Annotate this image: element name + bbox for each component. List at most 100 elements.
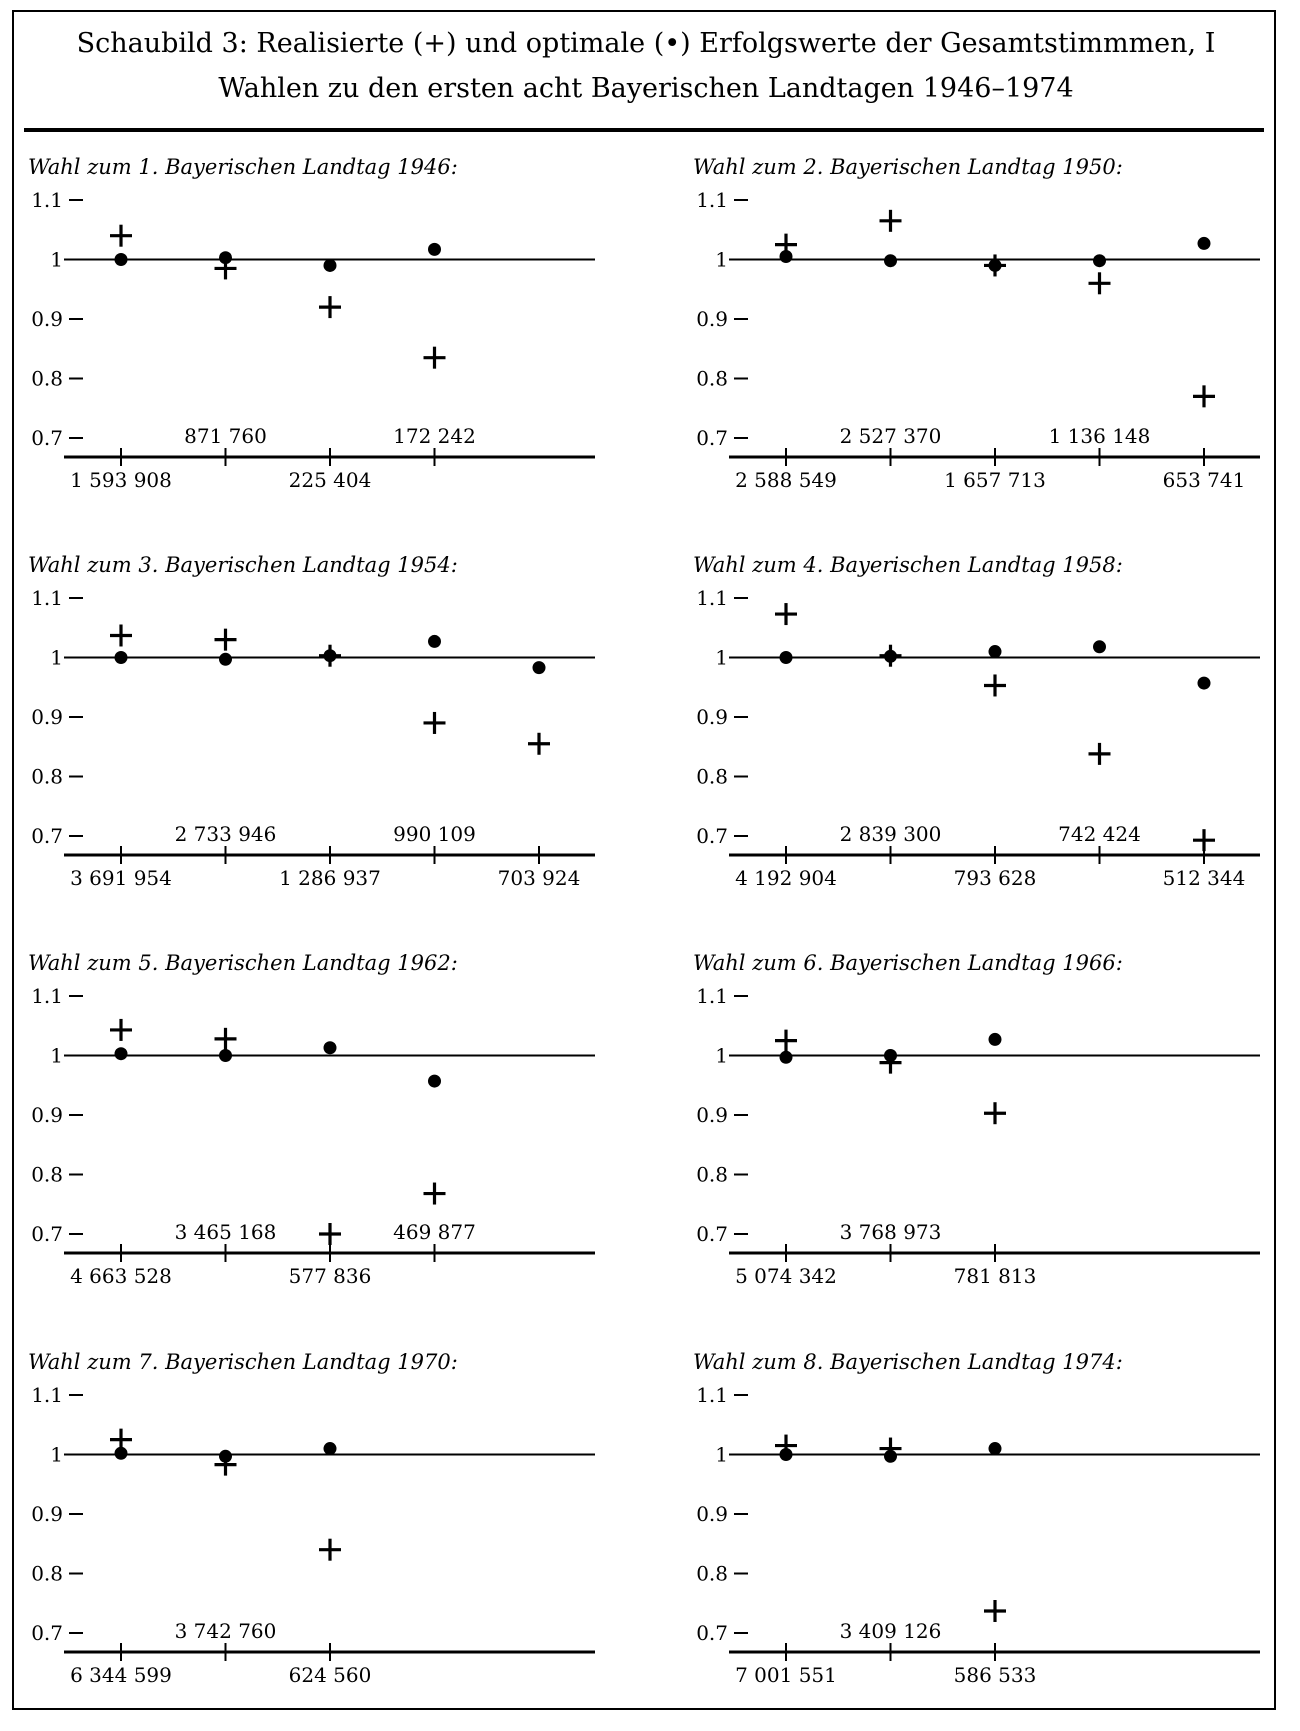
y-tick-label: 1.1: [696, 984, 728, 1008]
optimal-value-dot: [779, 651, 793, 664]
realized-value-plus: [319, 1538, 341, 1561]
realized-value-plus: [984, 674, 1006, 697]
chart-panel-5: Wahl zum 5. Bayerischen Landtag 1962: 1.1…: [28, 951, 595, 1288]
optimal-value-dot: [884, 254, 897, 268]
y-tick-label: 0.7: [31, 1222, 63, 1246]
y-tick-label: 0.9: [31, 705, 63, 729]
category-label: 469 877: [393, 1220, 476, 1244]
realized-value-plus: [1193, 829, 1215, 852]
category-label: 225 404: [289, 468, 372, 492]
y-tick-label: 0.7: [31, 1621, 63, 1645]
y-tick-label: 0.7: [696, 426, 728, 450]
category-label: 624 560: [289, 1663, 372, 1687]
chart-panel-3: Wahl zum 3. Bayerischen Landtag 1954: 1.1…: [28, 553, 595, 890]
optimal-value-dot: [219, 652, 232, 666]
realized-value-plus: [1088, 742, 1111, 765]
y-tick-label: 0.8: [31, 1562, 63, 1586]
category-label: 577 836: [289, 1264, 372, 1288]
y-tick-label: 1.1: [31, 586, 63, 610]
optimal-value-dot: [323, 258, 337, 272]
optimal-value-dot: [114, 1047, 128, 1061]
realized-value-plus: [423, 711, 446, 734]
title-divider: [24, 128, 1264, 132]
category-label: 2 839 300: [840, 822, 942, 846]
optimal-value-dot: [323, 1041, 337, 1055]
category-label: 4 192 904: [735, 866, 837, 890]
category-label: 781 813: [954, 1264, 1037, 1288]
optimal-value-dot: [988, 1442, 1002, 1456]
y-tick-label: 0.9: [696, 1103, 728, 1127]
y-tick-label: 0.7: [31, 824, 63, 848]
category-label: 1 657 713: [944, 468, 1046, 492]
optimal-value-dot: [532, 661, 546, 675]
category-label: 703 924: [498, 866, 581, 890]
y-tick-label: 0.8: [31, 765, 63, 789]
optimal-value-dot: [988, 258, 1002, 272]
realized-value-plus: [319, 1223, 341, 1245]
y-tick-label: 0.7: [696, 1621, 728, 1645]
realized-value-plus: [879, 209, 902, 232]
realized-value-plus: [110, 224, 132, 247]
y-tick-label: 0.7: [31, 426, 63, 450]
y-tick-label: 0.8: [31, 367, 63, 391]
y-tick-label: 0.8: [696, 367, 728, 391]
chart-title: Wahl zum 5. Bayerischen Landtag 1962:: [28, 951, 458, 975]
optimal-value-dot: [219, 1449, 232, 1463]
y-tick-label: 0.9: [31, 1103, 63, 1127]
realized-value-plus: [984, 1599, 1006, 1622]
category-label: 586 533: [954, 1663, 1037, 1687]
category-label: 990 109: [393, 822, 476, 846]
figure-title: Schaubild 3: Realisierte (+) und optimal…: [76, 28, 1216, 59]
chart-title: Wahl zum 1. Bayerischen Landtag 1946:: [28, 155, 458, 179]
y-tick-label: 0.8: [696, 1163, 728, 1187]
y-tick-label: 0.7: [696, 824, 728, 848]
optimal-value-dot: [428, 634, 441, 648]
optimal-value-dot: [323, 649, 337, 663]
y-tick-label: 1: [715, 646, 728, 670]
category-label: 2 588 549: [735, 468, 837, 492]
optimal-value-dot: [1093, 254, 1106, 268]
optimal-value-dot: [884, 1449, 897, 1463]
y-tick-label: 1: [715, 1443, 728, 1467]
optimal-value-dot: [884, 1049, 897, 1062]
y-tick-label: 0.9: [31, 307, 63, 331]
category-label: 793 628: [954, 866, 1037, 890]
y-tick-label: 0.7: [696, 1222, 728, 1246]
y-tick-label: 1: [50, 1044, 63, 1068]
y-tick-label: 0.9: [31, 1502, 63, 1526]
category-label: 742 424: [1058, 822, 1141, 846]
optimal-value-dot: [219, 1049, 232, 1062]
category-label: 2 733 946: [175, 822, 277, 846]
category-label: 5 074 342: [735, 1264, 837, 1288]
category-label: 871 760: [184, 424, 267, 448]
y-tick-label: 0.9: [696, 307, 728, 331]
category-label: 1 136 148: [1049, 424, 1151, 448]
optimal-value-dot: [1197, 236, 1211, 250]
y-tick-label: 0.9: [696, 1502, 728, 1526]
optimal-value-dot: [884, 649, 897, 663]
category-label: 3 465 168: [175, 1220, 277, 1244]
category-label: 7 001 551: [735, 1663, 837, 1687]
optimal-value-dot: [779, 250, 793, 264]
optimal-value-dot: [1197, 676, 1211, 690]
optimal-value-dot: [988, 645, 1002, 659]
category-label: 653 741: [1163, 468, 1246, 492]
category-label: 6 344 599: [70, 1663, 172, 1687]
chart-title: Wahl zum 4. Bayerischen Landtag 1958:: [693, 553, 1123, 577]
realized-value-plus: [214, 628, 237, 651]
y-tick-label: 1: [50, 646, 63, 670]
chart-title: Wahl zum 8. Bayerischen Landtag 1974:: [693, 1350, 1123, 1374]
category-label: 1 286 937: [279, 866, 381, 890]
optimal-value-dot: [428, 1074, 441, 1088]
category-label: 3 409 126: [840, 1619, 942, 1643]
category-label: 3 742 760: [175, 1619, 277, 1643]
y-tick-label: 1: [50, 248, 63, 272]
y-tick-label: 0.9: [696, 705, 728, 729]
realized-value-plus: [110, 1018, 132, 1041]
y-tick-label: 1.1: [31, 188, 63, 212]
category-label: 512 344: [1163, 866, 1246, 890]
realized-value-plus: [214, 1027, 237, 1050]
chart-panel-4: Wahl zum 4. Bayerischen Landtag 1958: 1.1…: [693, 553, 1260, 890]
figure-frame: Schaubild 3: Realisierte (+) und optimal…: [12, 10, 1276, 1710]
category-label: 2 527 370: [840, 424, 942, 448]
